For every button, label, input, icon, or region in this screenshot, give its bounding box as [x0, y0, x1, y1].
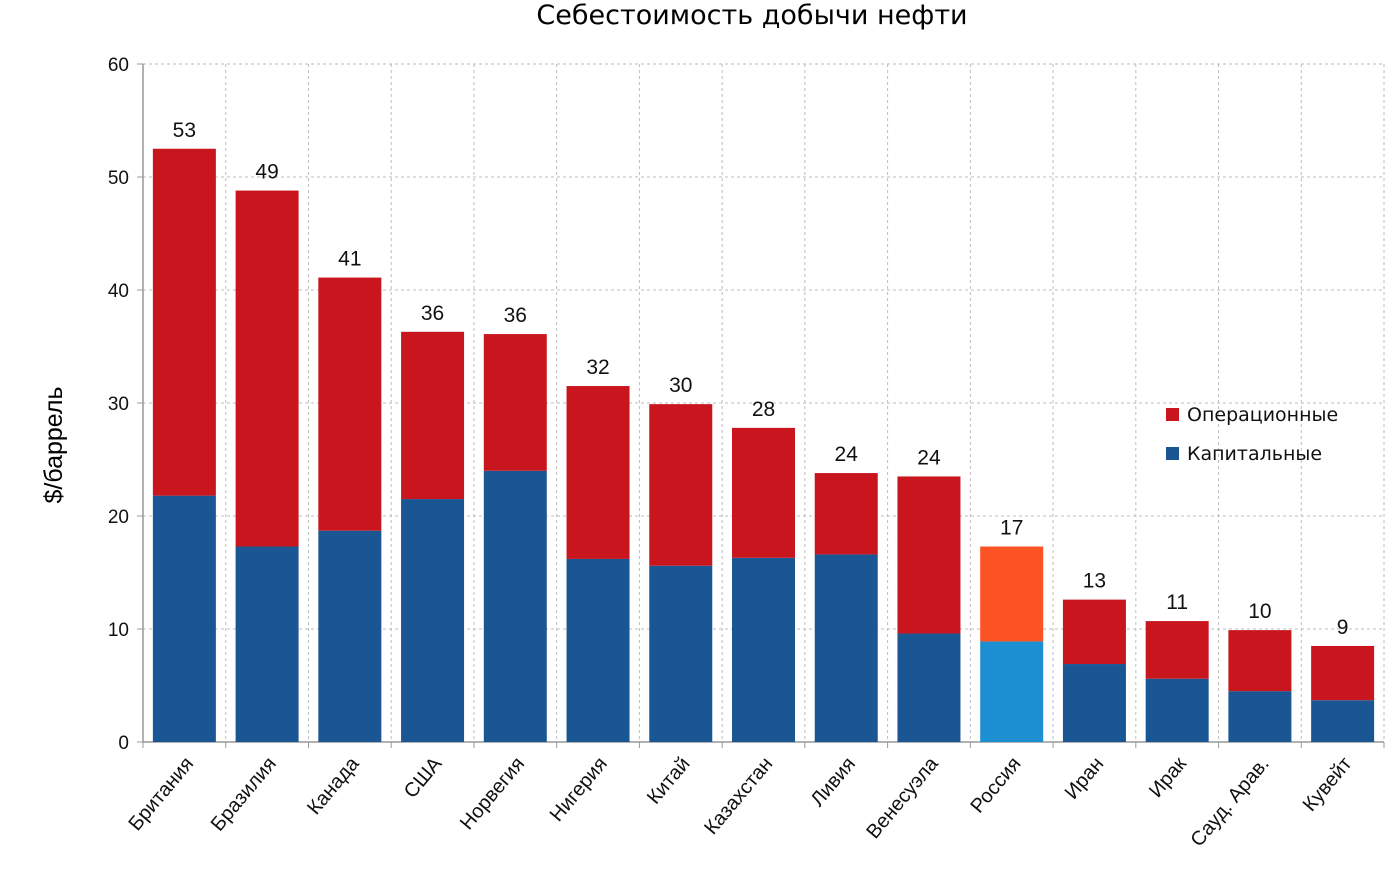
data-label: 17 — [1000, 517, 1023, 540]
x-tick-labels: Британия Бразилия Канада США Норвегия Нигерия… — [124, 752, 1356, 851]
x-tick-label: Ливия — [807, 753, 860, 811]
x-tick-label: Кувейт — [1299, 753, 1357, 816]
x-tick-label: Канада — [303, 752, 364, 819]
bar-segment — [1062, 664, 1126, 742]
bar-segment — [483, 470, 547, 742]
x-tick-label: Бразилия — [207, 753, 281, 835]
x-tick-label: Нигерия — [546, 753, 612, 826]
x-tick-label: Китай — [643, 753, 695, 809]
data-label: 10 — [1248, 600, 1271, 623]
legend-swatch — [1166, 447, 1179, 460]
bars — [152, 148, 1375, 742]
legend-label: Операционные — [1187, 404, 1338, 426]
legend-swatch — [1166, 408, 1179, 421]
bar-segment — [1311, 700, 1375, 742]
grid — [142, 63, 1385, 742]
data-label: 53 — [173, 119, 196, 142]
bar-segment — [649, 404, 713, 566]
bar-segment — [318, 530, 382, 742]
bar-segment — [897, 476, 961, 634]
bar-segment — [566, 558, 630, 742]
x-tick-label: Британия — [124, 753, 198, 835]
y-tick-label: 10 — [108, 620, 129, 641]
data-label: 24 — [835, 443, 859, 466]
data-label: 41 — [338, 248, 361, 271]
y-axis-label: $/баррель — [40, 387, 68, 504]
y-tick-label: 60 — [108, 55, 129, 76]
bar-segment — [980, 641, 1044, 742]
y-tick-label: 20 — [108, 507, 129, 528]
bar-segment — [814, 554, 878, 742]
bar-segment — [483, 334, 547, 471]
data-labels: 53 49 41 36 36 32 30 28 24 24 17 13 11 10 9 — [173, 119, 1349, 639]
bar-segment — [152, 495, 216, 742]
y-tick-label: 30 — [108, 394, 129, 415]
bar-segment — [649, 565, 713, 742]
data-label: 49 — [255, 161, 278, 184]
bar-segment — [732, 427, 795, 558]
data-label: 36 — [421, 302, 444, 325]
bar-segment — [1145, 678, 1209, 742]
bar-segment — [401, 331, 465, 500]
bar-segment — [980, 546, 1044, 642]
y-tick-label: 40 — [108, 281, 129, 302]
bar-segment — [401, 499, 465, 742]
x-tick-label: США — [400, 753, 447, 803]
x-tick-label: Норвегия — [456, 753, 529, 834]
legend-label: Капитальные — [1187, 443, 1322, 465]
bar-segment — [566, 386, 630, 559]
data-label: 28 — [752, 398, 775, 421]
bar-segment — [1062, 599, 1126, 665]
data-label: 36 — [504, 304, 527, 327]
bar-segment — [897, 633, 961, 742]
bar-segment — [1145, 621, 1209, 679]
x-tick-label: Иран — [1061, 753, 1108, 804]
y-tick-label: 50 — [108, 168, 129, 189]
data-label: 32 — [586, 356, 609, 379]
bar-segment — [152, 148, 216, 496]
bar-segment — [235, 190, 299, 547]
legend: Операционные Капитальные — [1166, 404, 1338, 465]
bar-segment — [318, 277, 382, 531]
bar-segment — [1228, 691, 1292, 742]
y-tick-label: 0 — [118, 733, 129, 754]
data-label: 30 — [669, 374, 692, 397]
bar-segment — [732, 557, 795, 742]
bar-segment — [1228, 630, 1292, 692]
bar-segment — [814, 473, 878, 555]
chart-title: Себестоимость добычи нефти — [536, 0, 967, 31]
bar-segment — [1311, 645, 1375, 701]
x-tick-label: Венесуэла — [862, 752, 943, 843]
x-tick-label: Ирак — [1145, 753, 1191, 802]
data-label: 24 — [917, 446, 941, 469]
data-label: 13 — [1083, 570, 1106, 593]
x-tick-label: Россия — [967, 753, 1026, 817]
bar-segment — [235, 546, 299, 742]
data-label: 11 — [1166, 591, 1188, 614]
x-tick-label: Казахстан — [700, 753, 777, 839]
x-tick-label: Сауд. Арав. — [1187, 753, 1274, 851]
data-label: 9 — [1337, 616, 1349, 639]
